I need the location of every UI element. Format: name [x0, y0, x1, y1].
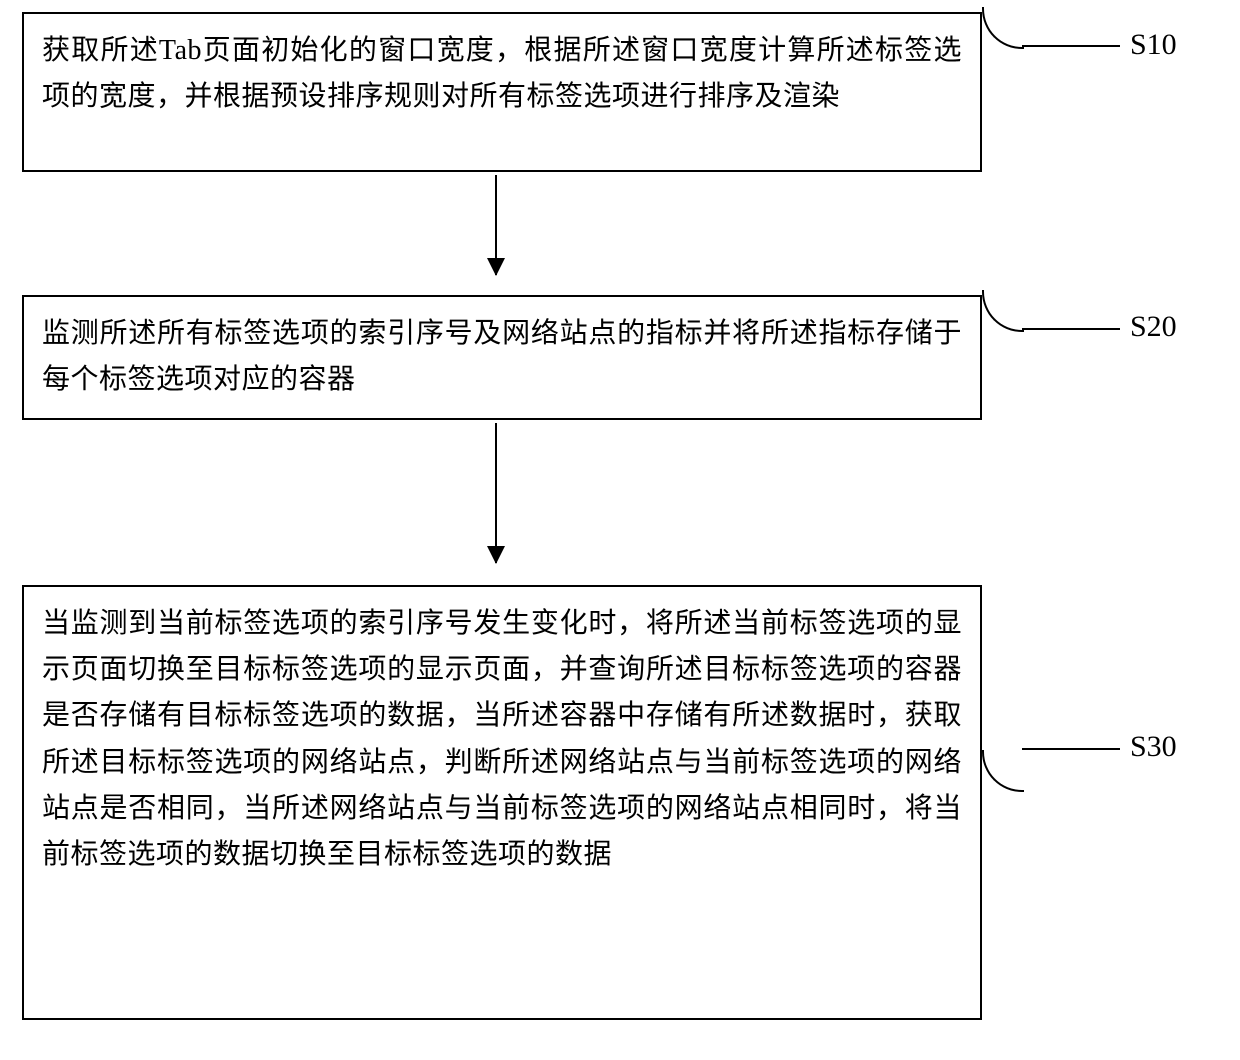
step-label-s10: S10: [1130, 28, 1177, 62]
label-leader-s30: [1022, 748, 1120, 750]
step-text-s10: 获取所述Tab页面初始化的窗口宽度，根据所述窗口宽度计算所述标签选项的宽度，并根…: [42, 35, 962, 112]
step-box-s10: 获取所述Tab页面初始化的窗口宽度，根据所述窗口宽度计算所述标签选项的宽度，并根…: [22, 12, 982, 172]
step-box-s20: 监测所述所有标签选项的索引序号及网络站点的指标并将所述指标存储于每个标签选项对应…: [22, 295, 982, 420]
step-box-s30: 当监测到当前标签选项的索引序号发生变化时，将所述当前标签选项的显示页面切换至目标…: [22, 585, 982, 1020]
step-text-s30: 当监测到当前标签选项的索引序号发生变化时，将所述当前标签选项的显示页面切换至目标…: [42, 608, 962, 870]
step-label-s20: S20: [1130, 310, 1177, 344]
step-label-s30: S30: [1130, 730, 1177, 764]
label-leader-s10: [1022, 45, 1120, 47]
step-text-s20: 监测所述所有标签选项的索引序号及网络站点的指标并将所述指标存储于每个标签选项对应…: [42, 318, 962, 395]
arrow-s10-s20: [495, 175, 497, 275]
label-leader-s20: [1022, 328, 1120, 330]
flowchart-canvas: 获取所述Tab页面初始化的窗口宽度，根据所述窗口宽度计算所述标签选项的宽度，并根…: [0, 0, 1240, 1060]
arrow-s20-s30: [495, 423, 497, 563]
